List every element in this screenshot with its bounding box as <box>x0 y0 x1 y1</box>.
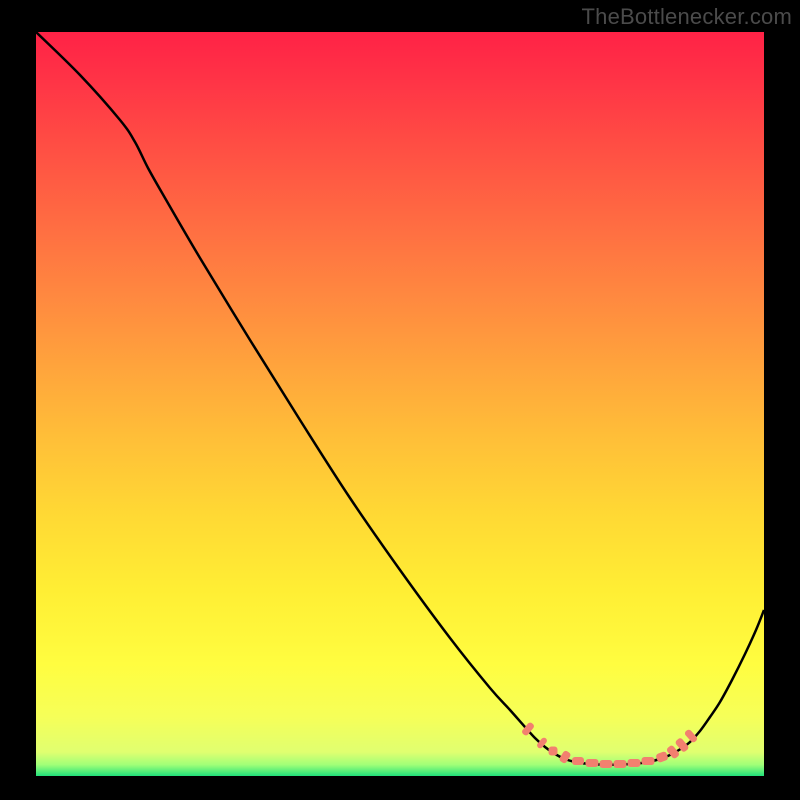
curve-marker <box>614 760 627 768</box>
curve-marker <box>586 759 599 767</box>
watermark-text: TheBottlenecker.com <box>582 4 792 30</box>
bottleneck-curve-chart <box>0 0 800 800</box>
curve-marker <box>628 759 641 767</box>
chart-container: TheBottlenecker.com <box>0 0 800 800</box>
curve-marker <box>600 760 613 768</box>
curve-marker <box>549 747 558 756</box>
gradient-background <box>36 32 764 776</box>
curve-marker <box>642 757 655 765</box>
curve-marker <box>572 757 584 765</box>
